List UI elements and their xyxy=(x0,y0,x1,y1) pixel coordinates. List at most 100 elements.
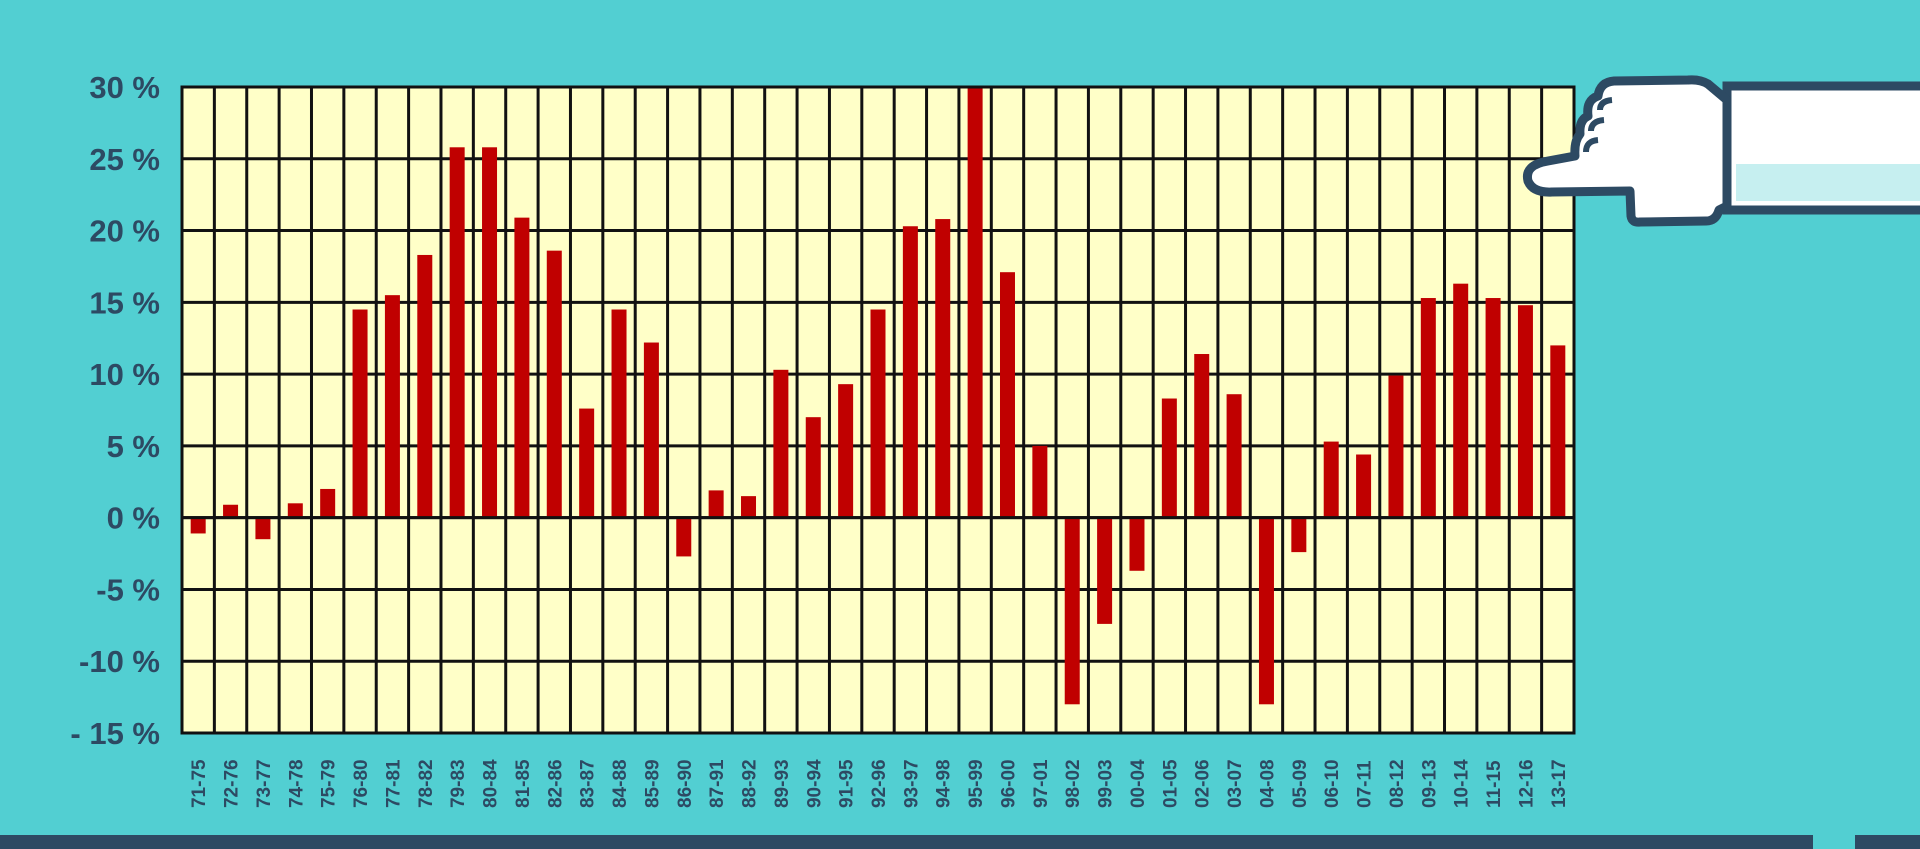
bar xyxy=(190,517,206,534)
x-tick-label: 82-86 xyxy=(545,759,566,808)
y-tick-label: - 15 % xyxy=(70,716,160,751)
x-axis: 71-75 72-76 73-77 74-78 75-79 76-80 77-81 78-82… xyxy=(189,759,1570,808)
x-tick-label: 89-93 xyxy=(772,759,793,808)
bar xyxy=(1258,517,1274,705)
x-tick-label: 93-97 xyxy=(901,759,922,808)
bar xyxy=(449,147,465,518)
bar xyxy=(320,488,336,518)
bar xyxy=(1194,354,1210,518)
bar xyxy=(1161,398,1177,518)
x-tick-label: 88-92 xyxy=(740,759,761,808)
y-tick-label: 10 % xyxy=(89,357,160,392)
bottom-rule xyxy=(0,835,1920,849)
bar xyxy=(514,217,530,518)
bar xyxy=(1323,441,1339,518)
x-tick-label: 07-11 xyxy=(1355,760,1376,808)
bar xyxy=(384,295,400,518)
bar xyxy=(579,408,595,518)
bar xyxy=(708,490,724,518)
x-tick-label: 76-80 xyxy=(351,759,372,808)
x-tick-label: 99-03 xyxy=(1096,759,1117,808)
x-tick-label: 79-83 xyxy=(448,759,469,808)
x-tick-label: 04-08 xyxy=(1257,759,1278,808)
x-tick-label: 73-77 xyxy=(254,759,275,808)
x-tick-label: 98-02 xyxy=(1063,759,1084,808)
bar xyxy=(1032,445,1048,518)
bar xyxy=(1097,517,1113,624)
x-tick-label: 77-81 xyxy=(383,759,404,808)
y-tick-label: -10 % xyxy=(79,644,160,679)
bar xyxy=(546,250,562,518)
bar xyxy=(643,342,659,518)
bar xyxy=(999,272,1015,518)
x-tick-label: 78-82 xyxy=(416,759,437,808)
x-tick-label: 87-91 xyxy=(707,759,728,808)
bar xyxy=(482,147,498,518)
x-tick-label: 12-16 xyxy=(1516,759,1537,808)
bar xyxy=(1356,454,1372,518)
plot-border xyxy=(180,85,1576,735)
x-tick-label: 92-96 xyxy=(869,759,890,808)
bar xyxy=(1420,298,1436,518)
bar xyxy=(1388,375,1404,518)
x-tick-label: 03-07 xyxy=(1225,759,1246,808)
bar xyxy=(902,226,918,518)
x-tick-label: 00-04 xyxy=(1128,759,1149,808)
x-tick-label: 84-88 xyxy=(610,759,631,808)
x-tick-label: 91-95 xyxy=(837,759,858,808)
bar xyxy=(223,504,239,518)
x-tick-label: 02-06 xyxy=(1193,759,1214,808)
y-tick-label: -5 % xyxy=(96,572,160,607)
bar xyxy=(417,254,433,518)
bar xyxy=(1517,305,1533,518)
x-tick-label: 74-78 xyxy=(286,759,307,808)
bar xyxy=(805,417,821,518)
x-tick-label: 96-00 xyxy=(998,759,1019,808)
x-tick-label: 11-15 xyxy=(1484,760,1505,808)
x-tick-label: 85-89 xyxy=(642,759,663,808)
plot-area xyxy=(180,85,1576,735)
x-tick-label: 83-87 xyxy=(578,759,599,808)
bar xyxy=(1291,517,1307,553)
bar xyxy=(352,309,368,518)
y-tick-label: 15 % xyxy=(89,285,160,320)
bar xyxy=(255,517,271,540)
x-tick-label: 80-84 xyxy=(481,759,502,808)
bar xyxy=(838,384,854,518)
x-tick-label: 09-13 xyxy=(1419,759,1440,808)
x-tick-label: 10-14 xyxy=(1452,759,1473,808)
x-tick-label: 81-85 xyxy=(513,759,534,808)
x-tick-label: 86-90 xyxy=(675,759,696,808)
bar xyxy=(935,219,951,518)
x-tick-label: 94-98 xyxy=(934,759,955,808)
y-tick-label: 5 % xyxy=(107,429,160,464)
x-tick-label: 90-94 xyxy=(804,759,825,808)
x-tick-label: 97-01 xyxy=(1031,759,1052,808)
bar xyxy=(773,369,789,518)
pointing-hand-icon xyxy=(1522,75,1920,227)
bar xyxy=(870,309,886,518)
x-tick-label: 08-12 xyxy=(1387,759,1408,808)
bar xyxy=(1485,298,1501,518)
bar xyxy=(1226,394,1242,518)
bar xyxy=(1064,517,1080,705)
bar xyxy=(1129,517,1145,571)
bar xyxy=(611,309,627,518)
bar xyxy=(1453,283,1469,518)
x-tick-label: 01-05 xyxy=(1160,759,1181,808)
y-tick-label: 0 % xyxy=(107,501,160,536)
bar xyxy=(741,496,757,518)
y-tick-label: 25 % xyxy=(89,142,160,177)
x-tick-label: 71-75 xyxy=(189,759,210,808)
x-tick-label: 95-99 xyxy=(966,759,987,808)
x-tick-label: 05-09 xyxy=(1290,759,1311,808)
bar xyxy=(676,517,692,557)
bar xyxy=(967,87,983,518)
x-tick-label: 13-17 xyxy=(1549,759,1570,808)
x-tick-label: 72-76 xyxy=(222,759,243,808)
bar xyxy=(1550,345,1566,518)
y-axis: 30 % 25 % 20 % 15 % 10 % 5 % 0 % -5 % -10 % - 15 … xyxy=(70,70,160,751)
x-tick-label: 75-79 xyxy=(319,759,340,808)
x-tick-label: 06-10 xyxy=(1322,759,1343,808)
